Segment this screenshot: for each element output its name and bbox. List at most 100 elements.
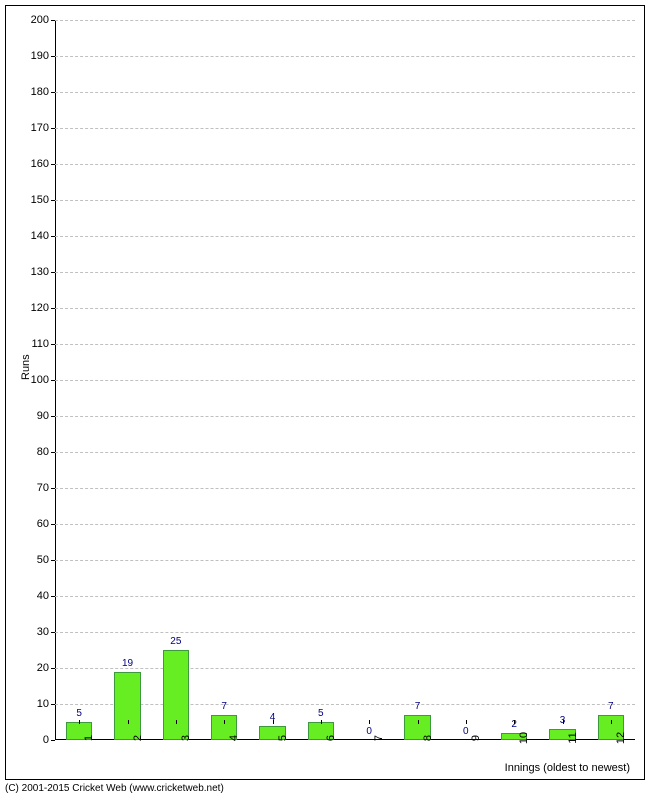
bar-value-label: 7 [608,701,614,712]
bar-value-label: 5 [76,708,82,719]
y-tick-label: 150 [0,194,49,206]
x-tick [418,720,419,724]
gridline [55,128,635,129]
y-tick [51,236,55,237]
y-tick-label: 20 [0,662,49,674]
gridline [55,308,635,309]
x-tick-label: 11 [567,732,579,743]
y-tick [51,524,55,525]
y-tick-label: 140 [0,230,49,242]
y-tick-label: 90 [0,410,49,422]
y-tick [51,704,55,705]
x-tick [79,720,80,724]
y-tick [51,20,55,21]
gridline [55,20,635,21]
y-tick [51,344,55,345]
y-tick-label: 0 [0,734,49,746]
y-tick-label: 200 [0,14,49,26]
y-tick-label: 170 [0,122,49,134]
y-tick [51,596,55,597]
x-tick [611,720,612,724]
x-tick-label: 10 [518,732,530,744]
y-tick [51,272,55,273]
x-tick [128,720,129,724]
y-tick [51,380,55,381]
bar-value-label: 7 [415,701,421,712]
gridline [55,92,635,93]
plot-area: 51925745070237 [55,20,635,740]
y-tick [51,164,55,165]
y-tick-label: 50 [0,554,49,566]
x-tick-label: 4 [228,735,240,741]
y-tick [51,488,55,489]
bar-value-label: 7 [221,701,227,712]
y-tick [51,416,55,417]
bar-value-label: 0 [366,726,372,737]
x-tick [563,720,564,724]
y-tick-label: 10 [0,698,49,710]
gridline [55,380,635,381]
x-tick-label: 8 [422,735,434,741]
y-tick-label: 130 [0,266,49,278]
gridline [55,596,635,597]
x-tick [273,720,274,724]
y-tick [51,668,55,669]
x-tick-label: 6 [325,735,337,741]
y-tick [51,632,55,633]
x-tick [224,720,225,724]
x-tick [466,720,467,724]
gridline [55,524,635,525]
y-tick [51,92,55,93]
gridline [55,56,635,57]
gridline [55,632,635,633]
gridline [55,200,635,201]
y-tick-label: 110 [0,338,49,350]
bar [114,672,141,740]
gridline [55,704,635,705]
gridline [55,488,635,489]
x-tick [369,720,370,724]
bar-value-label: 19 [122,658,133,669]
y-tick [51,56,55,57]
bar-value-label: 5 [318,708,324,719]
copyright-text: (C) 2001-2015 Cricket Web (www.cricketwe… [5,783,224,794]
y-tick [51,452,55,453]
x-tick-label: 3 [180,735,192,741]
y-tick-label: 180 [0,86,49,98]
x-tick [514,720,515,724]
chart-container: 51925745070237 Runs Innings (oldest to n… [0,0,650,800]
y-tick-label: 30 [0,626,49,638]
gridline [55,668,635,669]
x-tick-label: 7 [373,735,385,741]
y-tick-label: 40 [0,590,49,602]
y-tick [51,308,55,309]
y-tick [51,128,55,129]
x-tick [176,720,177,724]
y-tick-label: 160 [0,158,49,170]
y-tick [51,740,55,741]
gridline [55,560,635,561]
y-tick-label: 60 [0,518,49,530]
gridline [55,452,635,453]
y-tick-label: 70 [0,482,49,494]
bar [163,650,190,740]
x-tick-label: 9 [470,735,482,741]
y-tick [51,560,55,561]
gridline [55,416,635,417]
x-tick-label: 1 [83,735,95,741]
bar-value-label: 0 [463,726,469,737]
y-tick-label: 80 [0,446,49,458]
gridline [55,272,635,273]
gridline [55,164,635,165]
y-tick-label: 120 [0,302,49,314]
gridline [55,344,635,345]
x-axis-title: Innings (oldest to newest) [505,762,630,774]
x-tick-label: 5 [277,735,289,741]
y-tick-label: 190 [0,50,49,62]
x-tick-label: 12 [615,732,627,744]
bar-value-label: 25 [170,636,181,647]
x-tick [321,720,322,724]
gridline [55,236,635,237]
y-tick [51,200,55,201]
x-tick-label: 2 [132,735,144,741]
